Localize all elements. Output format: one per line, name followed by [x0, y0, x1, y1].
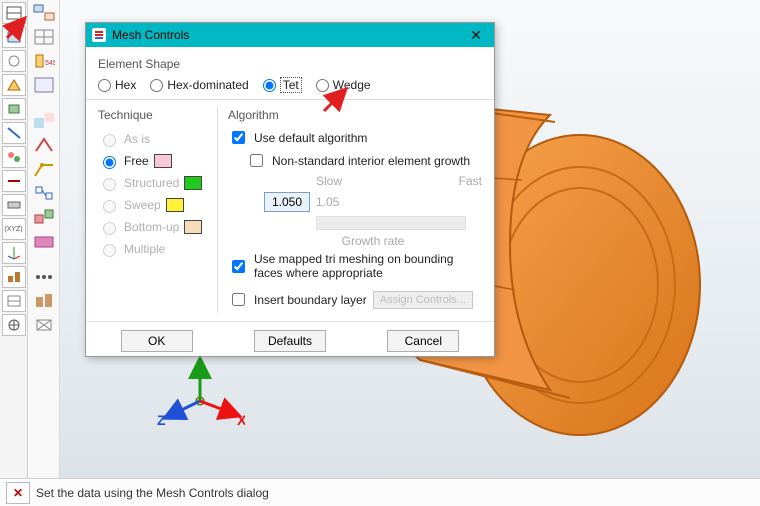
- element-shape-options: Hex Hex-dominated Tet Wedge: [98, 77, 482, 93]
- dialog-title: Mesh Controls: [112, 28, 189, 42]
- growth-slider-track: [264, 216, 482, 230]
- tool-icon[interactable]: [2, 170, 26, 192]
- assign-controls-button: Assign Controls...: [373, 291, 473, 309]
- tool-icon[interactable]: [31, 314, 57, 336]
- radio-structured: Structured: [98, 172, 211, 194]
- radio-wedge[interactable]: Wedge: [316, 78, 371, 92]
- tool-icon[interactable]: [31, 230, 57, 252]
- cancel-button[interactable]: Cancel: [387, 330, 459, 352]
- tool-icon[interactable]: [31, 266, 57, 288]
- tool-icon[interactable]: [2, 74, 26, 96]
- radio-multiple: Multiple: [98, 238, 211, 260]
- tool-icon[interactable]: [2, 122, 26, 144]
- tool-icon[interactable]: [2, 266, 26, 288]
- tool-icon[interactable]: [2, 26, 26, 48]
- dialog-titlebar[interactable]: Mesh Controls ✕: [86, 23, 494, 47]
- toolbar-primary: (XYZ): [0, 0, 28, 478]
- growth-slow-fast-labels: Slow Fast: [264, 174, 482, 188]
- radio-free[interactable]: Free: [98, 150, 211, 172]
- tool-icon[interactable]: [31, 206, 57, 228]
- status-message: Set the data using the Mesh Controls dia…: [36, 486, 269, 500]
- tool-icon[interactable]: [2, 242, 26, 264]
- tool-icon[interactable]: [31, 158, 57, 180]
- tool-icon[interactable]: [31, 74, 57, 96]
- defaults-button[interactable]: Defaults: [254, 330, 326, 352]
- growth-caption: Growth rate: [264, 234, 482, 248]
- check-boundary-layer[interactable]: Insert boundary layer Assign Controls...: [228, 290, 482, 309]
- svg-text:549: 549: [45, 60, 55, 67]
- swatch-free: [154, 154, 172, 168]
- tool-icon[interactable]: [31, 182, 57, 204]
- growth-slider[interactable]: [316, 216, 466, 230]
- triad-z-label: Z: [157, 412, 166, 428]
- close-icon[interactable]: ✕: [464, 27, 488, 44]
- tool-icon[interactable]: [31, 26, 57, 48]
- technique-label: Technique: [98, 108, 211, 122]
- toolbar-secondary: 549: [28, 0, 60, 478]
- tool-icon[interactable]: 549: [31, 50, 57, 72]
- check-mapped-tri[interactable]: Use mapped tri meshing on bounding faces…: [228, 252, 482, 280]
- radio-tet[interactable]: Tet: [263, 77, 302, 93]
- radio-as-is: As is: [98, 128, 211, 150]
- tool-icon[interactable]: [2, 314, 26, 336]
- app-icon: [92, 28, 106, 42]
- element-shape-label: Element Shape: [98, 57, 482, 71]
- tool-icon[interactable]: (XYZ): [2, 218, 26, 240]
- mesh-controls-dialog: Mesh Controls ✕ Element Shape Hex Hex-do…: [85, 22, 495, 357]
- swatch-bottomup: [184, 220, 202, 234]
- radio-hex-dominated[interactable]: Hex-dominated: [150, 78, 248, 92]
- tool-icon[interactable]: [31, 2, 57, 24]
- check-use-default[interactable]: Use default algorithm: [228, 128, 482, 147]
- tool-icon[interactable]: [31, 134, 57, 156]
- tool-icon[interactable]: [2, 146, 26, 168]
- tool-icon[interactable]: [2, 50, 26, 72]
- triad-x-label: X: [237, 412, 245, 428]
- tool-icon[interactable]: [2, 2, 26, 24]
- algorithm-label: Algorithm: [228, 108, 482, 122]
- radio-hex[interactable]: Hex: [98, 78, 136, 92]
- swatch-sweep: [166, 198, 184, 212]
- ok-button[interactable]: OK: [121, 330, 193, 352]
- swatch-structured: [184, 176, 202, 190]
- growth-rate-input[interactable]: [264, 192, 310, 212]
- radio-sweep: Sweep: [98, 194, 211, 216]
- radio-bottom-up: Bottom-up: [98, 216, 211, 238]
- check-nonstandard-growth[interactable]: Non-standard interior element growth: [246, 151, 482, 170]
- status-cancel-icon[interactable]: ✕: [6, 482, 30, 504]
- growth-rate-control: 1.05: [264, 192, 482, 212]
- tool-icon[interactable]: [31, 290, 57, 312]
- tool-icon[interactable]: [2, 98, 26, 120]
- tool-icon[interactable]: [2, 194, 26, 216]
- tool-icon[interactable]: [2, 290, 26, 312]
- statusbar: ✕ Set the data using the Mesh Controls d…: [0, 478, 760, 506]
- tool-icon[interactable]: [31, 110, 57, 132]
